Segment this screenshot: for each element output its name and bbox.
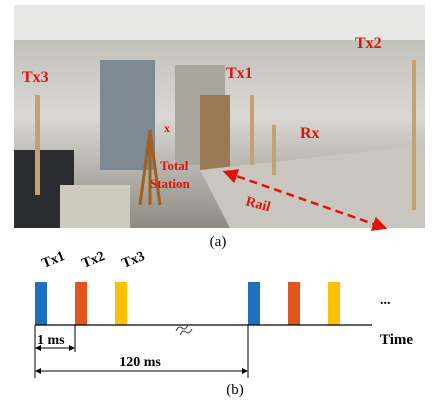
pulse-label: Tx3	[120, 249, 147, 272]
photo-label: x	[164, 121, 170, 135]
pulse	[75, 282, 87, 325]
pulse	[115, 282, 127, 325]
photo-label: Total	[160, 158, 189, 173]
span-label: 120 ms	[119, 355, 161, 370]
photo-label: Tx2	[355, 35, 382, 52]
photo: Tx3 Tx1 Tx2 Rx x Total Station Rail	[14, 5, 425, 231]
caption: (a)	[210, 234, 227, 250]
photo-label: Tx3	[22, 69, 49, 86]
pulse-label: Tx2	[80, 249, 107, 272]
pulse-label: Tx1	[40, 249, 67, 272]
timing-diagram: Tx1 Tx2 Tx3 ... Time 1 ms 120 ms	[34, 249, 413, 378]
ellipsis: ...	[380, 293, 391, 308]
pulse	[35, 282, 47, 325]
pulse	[328, 282, 340, 325]
axis-label: Time	[380, 332, 413, 348]
pulse	[288, 282, 300, 325]
photo-label: Rail	[244, 194, 272, 215]
photo-label: Station	[150, 176, 191, 191]
span-label: 1 ms	[37, 333, 65, 348]
photo-label: Tx1	[226, 65, 253, 82]
photo-label: Rx	[300, 125, 320, 142]
caption: (b)	[226, 382, 244, 398]
pulse	[248, 282, 260, 325]
break-mark	[175, 324, 193, 336]
